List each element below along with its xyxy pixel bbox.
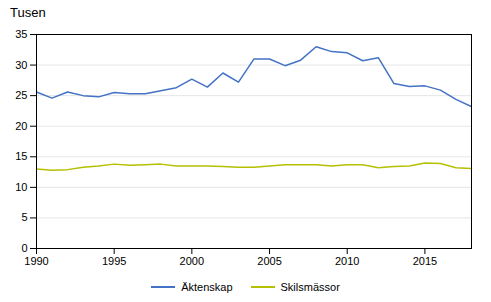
svg-text:0: 0 [21,242,27,254]
html-text:Skilsmässor: Skilsmässor [280,281,340,293]
svg-text:2005: 2005 [257,255,281,267]
svg-text:35: 35 [15,28,27,40]
svg-text:1990: 1990 [24,255,48,267]
html-text:Äktenskap: Äktenskap [181,281,233,293]
svg-text:1995: 1995 [102,255,126,267]
svg-text:5: 5 [21,211,27,223]
svg-text:20: 20 [15,120,27,132]
svg-text:10: 10 [15,181,27,193]
svg-text:30: 30 [15,59,27,71]
html-text:Tusen: Tusen [10,5,46,20]
svg-text:2015: 2015 [413,255,437,267]
svg-text:2000: 2000 [180,255,204,267]
svg-text:25: 25 [15,89,27,101]
svg-text:15: 15 [15,150,27,162]
svg-text:2010: 2010 [335,255,359,267]
